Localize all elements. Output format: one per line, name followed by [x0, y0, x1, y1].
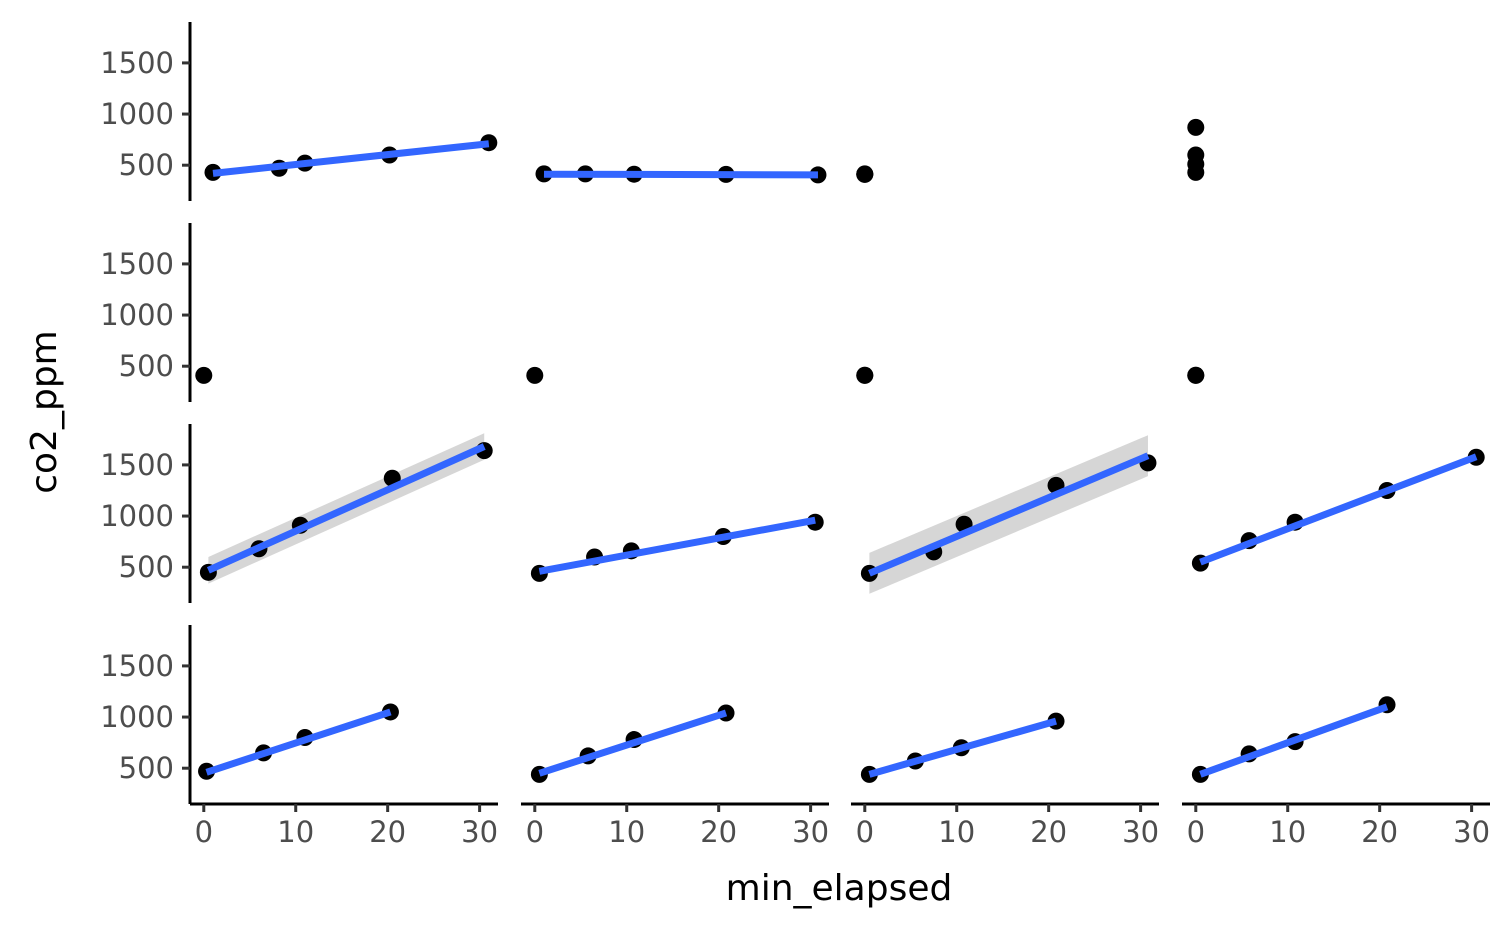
y-tick-label: 1000	[100, 499, 174, 533]
x-axis-title: min_elapsed	[726, 868, 953, 909]
data-point	[856, 165, 874, 183]
x-tick-label: 20	[1361, 815, 1398, 849]
facet-panel-r1-c2	[535, 165, 827, 184]
facet-panel-r3-c2	[530, 513, 824, 582]
fit-line	[205, 708, 392, 776]
facet-panels: 5001000150050010001500500100015005001000…	[100, 22, 1490, 849]
fit-line	[538, 709, 728, 777]
y-tick-label: 1000	[100, 97, 174, 131]
data-point	[1187, 118, 1205, 136]
x-tick-label: 30	[1453, 815, 1490, 849]
y-tick-label: 1500	[100, 46, 174, 80]
fit-line	[1199, 453, 1478, 566]
x-tick-label: 30	[461, 815, 498, 849]
data-point	[1187, 366, 1205, 384]
y-tick-label: 1500	[100, 247, 174, 281]
facet-panel-r2-c3	[856, 366, 874, 384]
fit-line	[1199, 703, 1389, 778]
y-tick-label: 1000	[100, 700, 174, 734]
x-tick-label: 30	[1122, 815, 1159, 849]
facet-panel-r4-c3	[860, 712, 1065, 783]
data-point	[195, 366, 213, 384]
y-tick-label: 1000	[100, 298, 174, 332]
facet-panel-r3-c3	[860, 435, 1157, 594]
facet-panel-r1-c4	[1187, 118, 1205, 181]
fit-line	[868, 717, 1057, 778]
x-tick-label: 10	[608, 815, 645, 849]
x-tick-label: 30	[792, 815, 829, 849]
y-axis-title: co2_ppm	[24, 330, 65, 494]
y-tick-label: 1500	[100, 448, 174, 482]
facet-panel-r1-c3	[856, 165, 874, 183]
x-tick-label: 20	[369, 815, 406, 849]
x-tick-label: 0	[856, 815, 874, 849]
facet-panel-r3-c4	[1191, 448, 1485, 572]
y-tick-label: 500	[119, 349, 174, 383]
facet-panel-r2-c2	[526, 366, 544, 384]
facet-panel-r4-c1	[198, 703, 399, 780]
x-tick-label: 0	[526, 815, 544, 849]
facet-panel-r4-c4	[1191, 696, 1396, 783]
facet-panel-r2-c4	[1187, 366, 1205, 384]
facet-panel-r3-c1	[199, 433, 493, 584]
fit-line	[543, 170, 818, 179]
fit-line	[206, 443, 486, 574]
y-tick-label: 500	[119, 751, 174, 785]
fit-line	[538, 516, 816, 575]
x-tick-label: 0	[195, 815, 213, 849]
x-tick-label: 10	[277, 815, 314, 849]
data-point	[1187, 146, 1205, 164]
x-tick-label: 0	[1187, 815, 1205, 849]
data-point	[856, 366, 874, 384]
x-tick-label: 20	[1030, 815, 1067, 849]
fit-line	[868, 452, 1150, 577]
x-tick-label: 20	[700, 815, 737, 849]
facet-panel-r4-c2	[530, 704, 735, 783]
facet-panel-r2-c1	[195, 366, 213, 384]
x-tick-label: 10	[1269, 815, 1306, 849]
data-point	[535, 165, 553, 183]
x-tick-label: 10	[938, 815, 975, 849]
y-tick-label: 500	[119, 148, 174, 182]
data-point	[526, 366, 544, 384]
data-point	[809, 166, 827, 184]
fit-line	[212, 140, 490, 177]
y-tick-label: 500	[119, 550, 174, 584]
facet-panel-r1-c1	[204, 134, 498, 181]
y-tick-label: 1500	[100, 649, 174, 683]
